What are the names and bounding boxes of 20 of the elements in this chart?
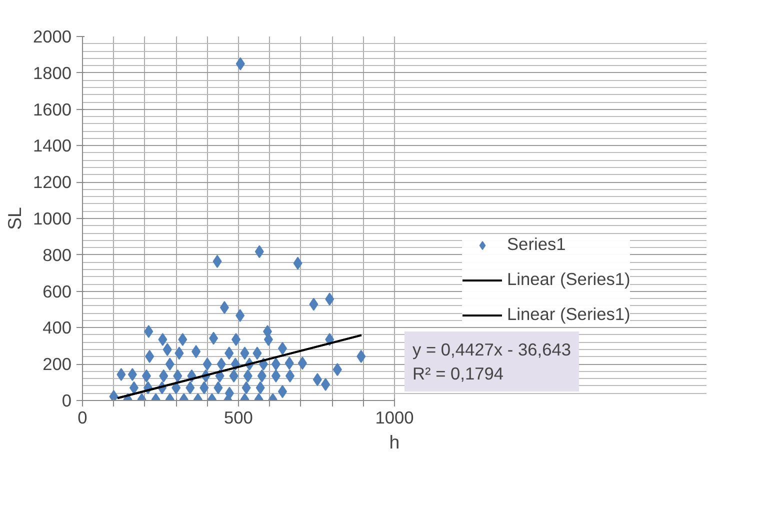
x-tick-label: 500 <box>224 408 253 428</box>
x-axis-title: h <box>389 432 400 452</box>
y-tick-label: 400 <box>42 318 72 338</box>
y-tick-label: 1200 <box>32 172 72 192</box>
y-axis-title: SL <box>4 207 25 230</box>
y-tick-label: 600 <box>42 281 72 302</box>
y-tick-label: 1000 <box>32 208 72 228</box>
y-tick-label: 0 <box>62 390 72 410</box>
x-tick-label: 1000 <box>375 408 414 428</box>
legend-label: Linear (Series1) <box>507 304 630 325</box>
y-tick-label: 1400 <box>32 136 72 156</box>
y-tick-label: 200 <box>42 354 72 374</box>
x-tick-label: 0 <box>78 408 88 428</box>
legend-label: Linear (Series1) <box>507 269 630 290</box>
y-tick-label: 2000 <box>32 26 72 46</box>
text: y = 0,4427x - 36,643 R² = 0,1794 <box>412 340 571 384</box>
y-tick-label: 800 <box>42 244 72 265</box>
y-tick-label: 1600 <box>32 99 72 120</box>
legend-label: Series1 <box>507 234 566 255</box>
y-tick-label: 1800 <box>32 62 72 83</box>
